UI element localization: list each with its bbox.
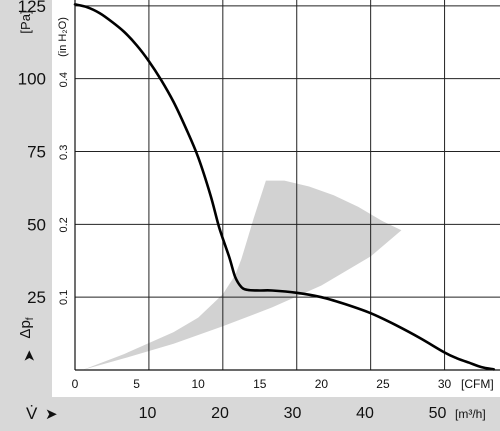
x-tick-m3h-40: 40	[356, 405, 374, 422]
y-tick-inh2o-0.4: 0.4	[58, 72, 70, 87]
x-tick-m3h-30: 30	[284, 405, 302, 422]
x-tick-cfm-25: 25	[376, 377, 390, 391]
x-axis-cfm-label: [CFM]	[461, 377, 494, 391]
x-tick-m3h-10: 10	[139, 405, 157, 422]
x-tick-cfm-10: 10	[192, 377, 206, 391]
y-tick-inh2o-0.1: 0.1	[58, 290, 70, 305]
axis-layer: 125 100 75 50 25 0.4 0.3 0.2 0.1 0 5 10 15 20 25 30 10 20…	[18, 0, 500, 422]
y-tick-pa-125: 125	[18, 0, 46, 16]
y-tick-pa-75: 75	[27, 142, 46, 161]
y-axis-inh2o-label: (in H₂O)	[57, 17, 69, 57]
y-tick-inh2o-0.3: 0.3	[58, 145, 70, 160]
x-tick-m3h-20: 20	[211, 405, 229, 422]
x-tick-cfm-30: 30	[438, 377, 452, 391]
y-axis-symbol-main: Δp	[17, 320, 34, 338]
grid-layer	[75, 0, 500, 370]
y-tick-pa-50: 50	[27, 215, 46, 234]
x-axis-symbol: V̇	[26, 404, 38, 423]
y-tick-inh2o-0.2: 0.2	[58, 217, 70, 232]
x-tick-cfm-20: 20	[315, 377, 329, 391]
y-tick-pa-100: 100	[18, 70, 46, 89]
performance-curve-0	[73, 3, 496, 371]
y-axis-pa-label: [Pa]	[18, 10, 33, 33]
y-axis-band	[0, 0, 52, 431]
y-axis-symbol-sub: f	[25, 317, 36, 320]
y-axis-symbol: Δpf	[17, 317, 36, 338]
operating-region-layer	[82, 180, 402, 370]
operating-region	[82, 180, 402, 370]
curve-layer	[73, 3, 496, 371]
y-axis-arrow: ➤	[21, 350, 38, 363]
x-tick-cfm-5: 5	[133, 377, 140, 391]
x-axis-arrow: ➤	[45, 406, 58, 423]
x-axis-band	[0, 397, 500, 431]
x-tick-cfm-0: 0	[72, 377, 79, 391]
x-tick-cfm-15: 15	[253, 377, 267, 391]
y-tick-pa-25: 25	[27, 288, 46, 307]
x-tick-m3h-50: 50	[429, 405, 447, 422]
x-axis-m3h-label: [m³/h]	[455, 407, 486, 421]
